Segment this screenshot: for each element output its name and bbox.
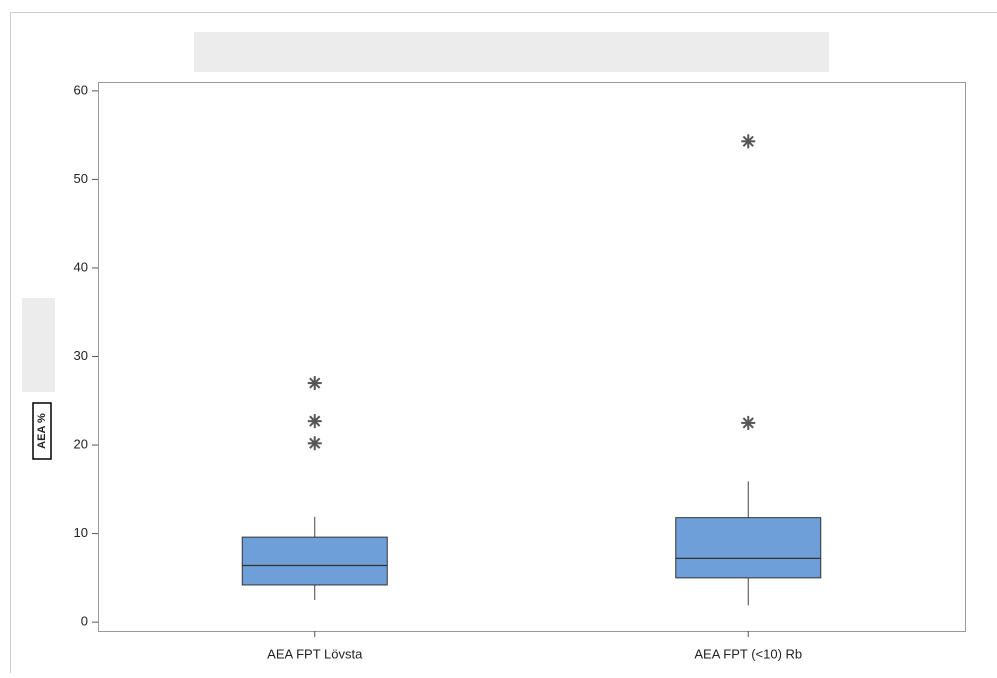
label-placeholder [22,298,55,392]
plot-area [99,83,966,632]
outlier [741,416,755,430]
outlier [308,414,322,428]
x-tick-label: AEA FPT Lövsta [267,646,363,661]
box [676,518,821,578]
y-tick-label: 10 [74,525,88,540]
outlier [308,376,322,390]
y-axis-label: AEA % [36,413,48,449]
outlier [308,436,322,450]
y-tick-label: 50 [74,171,88,186]
outlier [741,134,755,148]
y-tick-label: 40 [74,259,88,274]
y-tick-label: 60 [74,82,88,97]
y-tick-label: 0 [81,614,88,629]
y-tick-label: 30 [74,348,88,363]
box [242,537,387,585]
y-tick-label: 20 [74,436,88,451]
x-tick-label: AEA FPT (<10) Rb [694,646,802,661]
title-placeholder [194,32,829,72]
